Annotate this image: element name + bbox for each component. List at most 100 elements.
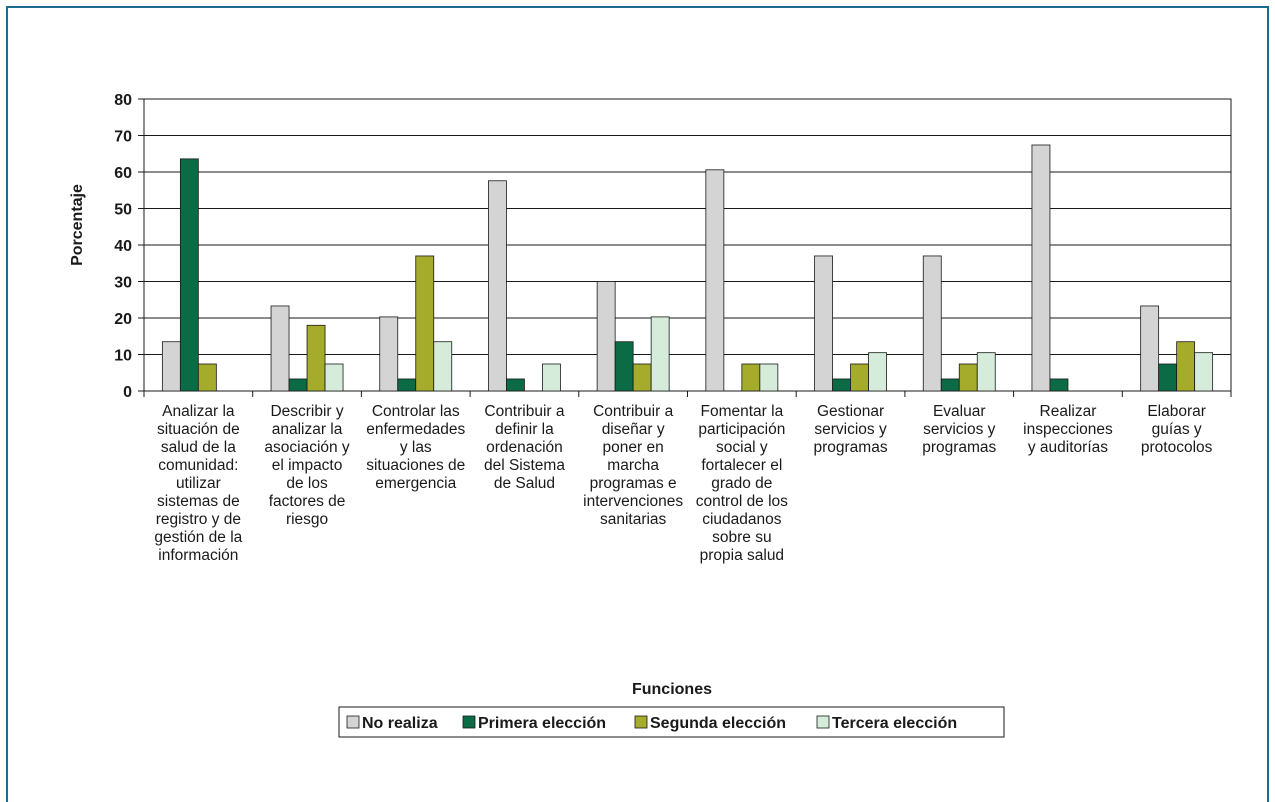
bar: [161, 341, 181, 392]
bar: [958, 363, 978, 392]
bar: [542, 363, 561, 392]
bar: [197, 363, 217, 392]
legend-label: Tercera elección: [832, 715, 957, 732]
bar: [1140, 305, 1160, 392]
category-label-line: asociación y: [264, 439, 350, 456]
y-tick-label: 50: [114, 202, 132, 219]
bar: [759, 363, 779, 392]
bar: [433, 341, 453, 392]
category-label-line: ciudadanos: [702, 511, 782, 528]
category-label-line: de los: [286, 475, 328, 492]
bar: [288, 378, 308, 392]
bar: [179, 158, 199, 392]
y-tick-label: 40: [114, 238, 132, 255]
category-label-line: Fomentar la: [700, 403, 783, 420]
category-label-line: Realizar: [1040, 403, 1097, 420]
category-label: Controlar las enfermedades y las situacione…: [366, 403, 465, 492]
category-label-line: servicios y: [923, 421, 996, 438]
category-label-line: control de los: [696, 493, 788, 510]
category-label-line: riesgo: [286, 511, 328, 528]
bar: [632, 363, 652, 392]
category-label-line: definir la: [495, 421, 554, 438]
category-label-line: sistemas de: [157, 493, 240, 510]
category-label: Analizar la situación de salud de la comuni…: [154, 403, 242, 564]
category-label-line: el impacto: [272, 457, 343, 474]
bar: [922, 255, 942, 392]
y-axis-title: Porcentaje: [69, 184, 86, 266]
category-label: Gestionar servicios y programas: [814, 403, 888, 456]
category-label-line: comunidad:: [158, 457, 238, 474]
category-label: Contribuir a diseñar y poner en marcha progr…: [583, 403, 683, 528]
category-label-line: protocolos: [1141, 439, 1213, 456]
y-tick-label: 60: [114, 165, 132, 182]
bar: [741, 363, 761, 392]
category-label-line: diseñar y: [602, 421, 665, 438]
category-label-line: sobre su: [712, 529, 771, 546]
category-label-line: factores de: [269, 493, 346, 510]
category-label-line: ordenación: [486, 439, 563, 456]
bar: [850, 363, 869, 392]
category-label-line: social y: [716, 439, 768, 456]
legend-label: Primera elección: [478, 715, 606, 732]
category-label-line: y auditorías: [1028, 439, 1108, 456]
bar: [650, 316, 670, 392]
category-label-line: utilizar: [176, 475, 221, 492]
bar: [832, 378, 851, 392]
bar: [306, 324, 326, 392]
category-label-line: analizar la: [272, 421, 343, 438]
y-tick-label: 80: [114, 92, 132, 109]
category-label-line: grado de: [711, 475, 772, 492]
category-label-line: gestión de la: [154, 529, 242, 546]
category-label-line: guías y: [1152, 421, 1202, 438]
category-label: Elaborar guías y protocolos: [1141, 403, 1213, 456]
legend-label: No realiza: [362, 715, 438, 732]
category-label-line: Controlar las: [372, 403, 460, 420]
legend-label: Segunda elección: [650, 715, 786, 732]
bar: [379, 316, 399, 392]
category-label-line: programas: [814, 439, 888, 456]
bar: [1158, 363, 1178, 392]
category-label: Describir y analizar la asociación y el imp…: [264, 403, 350, 528]
category-label-line: programas: [922, 439, 996, 456]
category-label-line: situaciones de: [366, 457, 465, 474]
category-label-line: poner en: [603, 439, 664, 456]
category-label-line: y las: [400, 439, 432, 456]
category-label-line: Contribuir a: [593, 403, 673, 420]
category-label-line: servicios y: [814, 421, 887, 438]
category-label-line: del Sistema: [484, 457, 565, 474]
bar: [976, 352, 996, 392]
bar: [1049, 378, 1069, 392]
category-label-line: Gestionar: [817, 403, 884, 420]
category-label-line: situación de: [157, 421, 240, 438]
legend-swatch: [346, 715, 360, 729]
category-label: Contribuir a definir la ordenación del Sist…: [484, 403, 565, 492]
bar: [814, 255, 833, 392]
category-label-line: salud de la: [161, 439, 236, 456]
bar: [705, 169, 725, 392]
legend-swatch: [816, 715, 830, 729]
category-label-line: sanitarias: [600, 511, 667, 528]
category-label-line: fortalecer el: [701, 457, 782, 474]
y-tick-label: 10: [114, 348, 132, 365]
x-axis-title: Funciones: [632, 681, 712, 698]
bar: [1031, 144, 1051, 392]
bar: [1176, 341, 1196, 392]
category-label-line: marcha: [607, 457, 659, 474]
bar: [596, 281, 616, 392]
y-tick-label: 70: [114, 129, 132, 146]
category-label-line: Contribuir a: [484, 403, 564, 420]
category-label-line: información: [158, 547, 238, 564]
category-label-line: intervenciones: [583, 493, 683, 510]
bar: [488, 180, 507, 392]
y-tick-label: 30: [114, 275, 132, 292]
category-label-line: de Salud: [494, 475, 555, 492]
bar: [415, 255, 435, 392]
legend: [338, 706, 1005, 738]
bar: [1194, 352, 1214, 392]
bar: [614, 341, 634, 392]
category-label-line: emergencia: [375, 475, 456, 492]
category-label-line: propia salud: [700, 547, 784, 564]
legend-swatch: [462, 715, 476, 729]
category-label-line: registro y de: [156, 511, 241, 528]
